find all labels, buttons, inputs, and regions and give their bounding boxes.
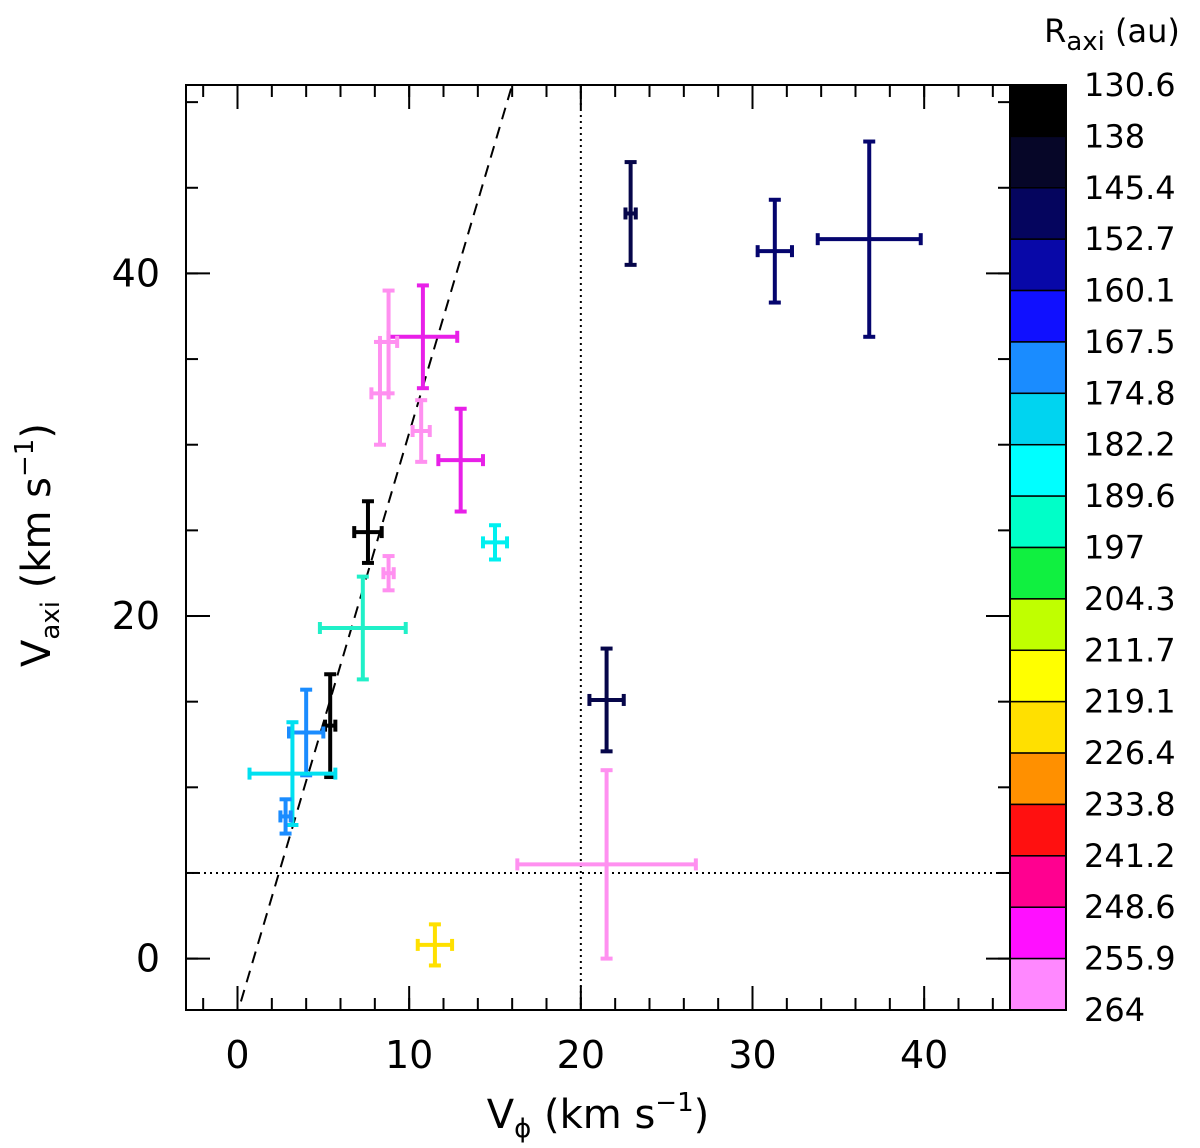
data-point	[410, 398, 432, 464]
colorbar-swatch	[1009, 84, 1067, 138]
colorbar-label: 197	[1084, 529, 1145, 567]
colorbar-label: 204.3	[1084, 580, 1176, 618]
colorbar-label: 226.4	[1084, 734, 1176, 772]
data-point	[415, 922, 455, 968]
data-point	[623, 160, 638, 267]
colorbar-label: 130.6	[1084, 66, 1176, 104]
colorbar-swatch	[1009, 752, 1067, 806]
data-point	[381, 554, 396, 593]
x-tick-label: 40	[900, 1033, 948, 1077]
colorbar-swatch	[1009, 495, 1067, 549]
data-point	[278, 797, 293, 836]
y-axis-title: Vaxi (km s−1)	[10, 423, 66, 667]
data-point	[323, 672, 338, 780]
colorbar-label: 248.6	[1084, 888, 1176, 926]
colorbar-label: 189.6	[1084, 477, 1176, 515]
colorbar-label: 138	[1084, 117, 1145, 155]
colorbar-swatch	[1009, 341, 1067, 395]
colorbar-swatch	[1009, 392, 1067, 446]
data-point	[436, 406, 485, 514]
x-tick-label: 30	[728, 1033, 776, 1077]
colorbar-swatch	[1009, 957, 1067, 1011]
colorbar-label: 264	[1084, 991, 1145, 1029]
colorbar-label: 211.7	[1084, 631, 1176, 669]
x-tick-label: 10	[385, 1033, 433, 1077]
colorbar-label: 167.5	[1084, 323, 1176, 361]
colorbar-swatch	[1009, 238, 1067, 292]
y-tick-label: 20	[112, 594, 160, 638]
colorbar-swatch	[1009, 135, 1067, 189]
colorbar-swatch	[1009, 598, 1067, 652]
data-point	[587, 646, 626, 754]
colorbar-swatch	[1009, 289, 1067, 343]
data-point	[815, 139, 923, 339]
colorbar-frame	[1009, 84, 1067, 1011]
colorbar-label: 145.4	[1084, 169, 1176, 207]
y-tick-label: 0	[136, 937, 160, 981]
colorbar-swatch	[1009, 803, 1067, 857]
x-axis-title: Vϕ (km s−1)	[487, 1088, 709, 1144]
colorbar-swatch	[1009, 443, 1067, 497]
x-tick-label: 20	[557, 1033, 605, 1077]
dashed-fit-line	[239, 85, 514, 1002]
data-point	[352, 499, 384, 565]
colorbar-label: 160.1	[1084, 272, 1176, 310]
colorbar: 130.6 138 145.4 152.7 160.1 167.5 174.8 182.2 18…	[1009, 66, 1176, 1029]
colorbar-label: 219.1	[1084, 683, 1176, 721]
colorbar-swatch	[1009, 546, 1067, 600]
data-point	[515, 768, 698, 961]
data-point	[480, 523, 510, 562]
colorbar-swatch	[1009, 906, 1067, 960]
colorbar-swatch	[1009, 855, 1067, 908]
colorbar-label: 255.9	[1084, 940, 1176, 978]
plot-area	[186, 85, 1010, 1010]
data-point	[317, 574, 408, 682]
y-tick-label: 40	[112, 251, 160, 295]
data-point	[755, 197, 794, 305]
colorbar-label: 152.7	[1084, 220, 1176, 258]
data-point	[247, 720, 338, 827]
colorbar-swatch	[1009, 649, 1067, 703]
colorbar-title: Raxi (au)	[1044, 12, 1180, 57]
colorbar-label: 174.8	[1084, 374, 1176, 412]
colorbar-label: 233.8	[1084, 785, 1176, 823]
colorbar-swatch	[1009, 187, 1067, 240]
plot-frame	[185, 84, 1011, 1011]
axes: 0 10 20 30 40 0 20 40	[112, 84, 1011, 1077]
colorbar-swatch	[1009, 700, 1067, 754]
x-tick-label: 0	[225, 1033, 249, 1077]
colorbar-label: 241.2	[1084, 837, 1176, 875]
data-point	[369, 339, 391, 447]
colorbar-label: 182.2	[1084, 426, 1176, 464]
